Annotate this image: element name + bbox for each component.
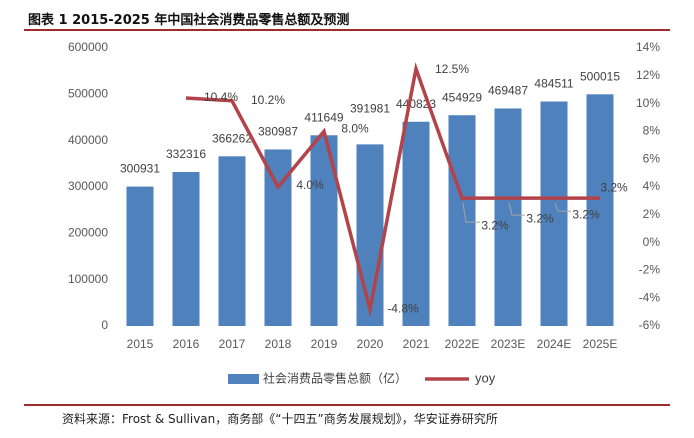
y-left-tick-label: 500000 [68,87,108,101]
y-right-tick-label: 8% [643,124,661,138]
x-tick-label: 2016 [173,337,200,351]
y-left-tick-label: 600000 [68,40,108,54]
chart-title: 图表 1 2015-2025 年中国社会消费品零售总额及预测 [28,13,350,28]
yoy-label-2021: 12.5% [435,62,469,76]
y-right-tick-label: 4% [643,179,661,193]
x-tick-label: 2024E [537,337,572,351]
bar-label-2023E: 469487 [488,84,528,98]
yoy-line [185,62,600,318]
legend: 社会消费品零售总额（亿） yoy [228,370,496,386]
source-rule [24,404,670,406]
yoy-series: 10.4% 10.2%4.0%8.0%-4.8%12.5%3.2% 3.2% 3.2%… [185,62,628,318]
bar-2018 [264,149,292,326]
bar-2025E [586,94,614,326]
y-left-tick-label: 0 [101,318,108,332]
yoy-label-2024E: 3.2% [572,207,600,221]
yoy-label-2023E: 3.2% [526,211,554,225]
y-right-tick-label: 0% [643,235,661,249]
bar-label-2016: 332316 [166,147,206,161]
bar-label-2024E: 484511 [534,77,573,91]
y-left-tick-label: 100000 [68,272,108,286]
bar-2016 [172,172,200,326]
x-axis: 2015 2016 2017 2018 2019 2020 2021 2022E 2023E 20… [127,337,618,351]
bar-2024E [540,101,568,326]
x-tick-label: 2025E [583,337,618,351]
title-rule [24,29,670,31]
legend-swatch-bar [228,374,259,384]
y-right-tick-label: -4% [639,290,661,304]
bar-label-2020: 391981 [350,102,390,116]
x-tick-label: 2021 [403,337,430,351]
y-right-axis: -6% -4% -2% 0% 2% 4% 6% 8% 10% 12% 14% [636,40,660,332]
yoy-label-2016: 10.4% [204,90,238,104]
x-tick-label: 2018 [265,337,292,351]
bar-label-2018: 380987 [258,125,298,139]
y-left-axis: 0 100000 200000 300000 400000 500000 600000 [68,40,108,332]
bar-2023E [494,108,522,326]
bar-2021 [402,121,430,326]
yoy-leader-line-2023E [508,202,525,216]
yoy-label-2018: 4.0% [296,178,324,192]
y-right-tick-label: 14% [636,40,660,54]
y-left-tick-label: 200000 [68,226,108,240]
y-right-tick-label: -6% [639,318,661,332]
bar-2015 [126,186,154,326]
bar-2020 [356,144,384,326]
x-tick-label: 2023E [491,337,526,351]
bar-label-2017: 366262 [212,131,252,145]
x-tick-label: 2022E [445,337,480,351]
source-note: 资料来源：Frost & Sullivan，商务部《“十四五”商务发展规划》，华… [62,412,498,426]
bar-label-2019: 411649 [304,110,343,124]
y-left-tick-label: 400000 [68,133,108,147]
yoy-leader-line-2022E [462,203,480,223]
y-right-tick-label: 2% [643,207,661,221]
x-tick-label: 2019 [311,337,338,351]
yoy-label-2019: 8.0% [341,122,369,136]
bars [126,94,614,326]
bar-label-2025E: 500015 [580,69,620,83]
chart: 0 100000 200000 300000 400000 500000 600000 -6… [68,40,660,386]
legend-label-line: yoy [475,370,496,385]
yoy-label-2017: 10.2% [251,93,285,107]
bar-label-2015: 300931 [120,162,160,176]
yoy-label-2025E: 3.2% [600,180,628,194]
yoy-leader-line-2024E [554,202,571,212]
yoy-label-2020: -4.8% [387,301,419,315]
x-tick-label: 2017 [219,337,246,351]
y-right-tick-label: 6% [643,151,661,165]
y-left-tick-label: 300000 [68,179,108,193]
yoy-label-2022E: 3.2% [481,218,509,232]
bar-2017 [218,156,246,326]
y-right-tick-label: 12% [636,68,660,82]
x-tick-label: 2020 [357,337,384,351]
y-right-tick-label: -2% [639,263,661,277]
bar-label-2022E: 454929 [442,90,482,104]
y-right-tick-label: 10% [636,96,660,110]
legend-label-bar: 社会消费品零售总额（亿） [263,371,407,386]
bar-2022E [448,115,476,326]
x-tick-label: 2015 [127,337,154,351]
